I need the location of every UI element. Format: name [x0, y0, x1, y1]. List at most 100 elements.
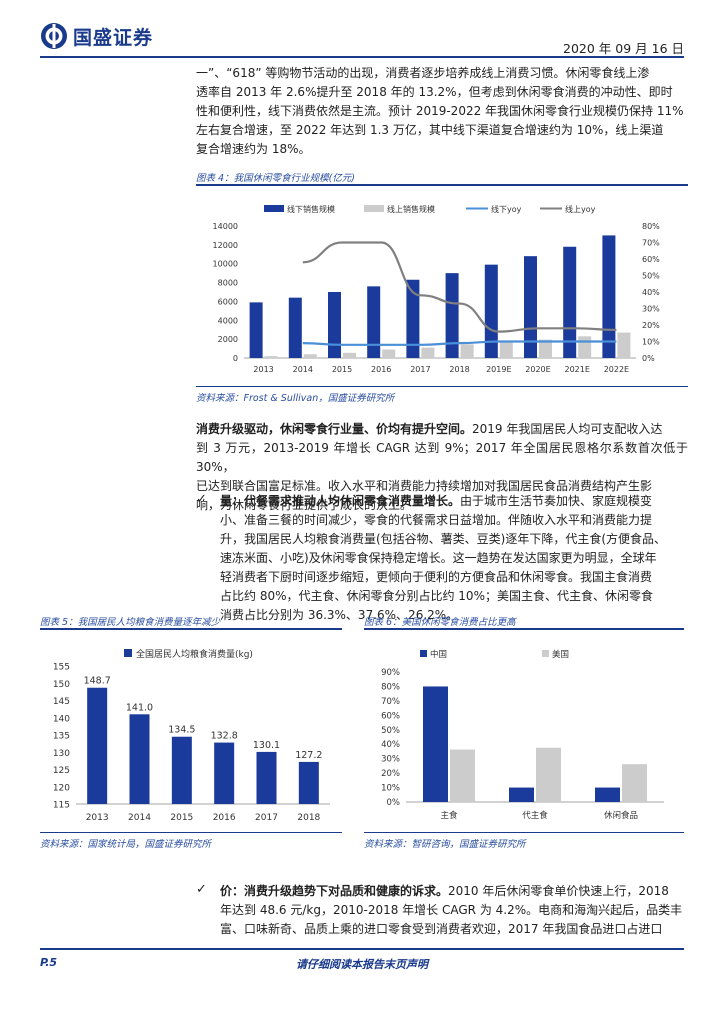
- data-label: 148.7: [84, 676, 111, 687]
- x-tick-label: 2019E: [486, 365, 511, 374]
- x-tick-label: 2021E: [564, 365, 589, 374]
- y2-tick-label: 80%: [642, 222, 660, 231]
- data-label: 132.8: [211, 731, 238, 742]
- page-number: P.5: [40, 956, 58, 969]
- y-tick-label: 2000: [218, 335, 238, 344]
- y-tick-label: 30%: [381, 755, 400, 765]
- legend-swatch: [124, 649, 132, 657]
- y2-tick-label: 60%: [642, 255, 660, 264]
- text-line: 富、口味新奇、品质上乘的进口零食受到消费者欢迎，2017 年我国食品进口占进口: [220, 922, 663, 936]
- bar-online: [460, 344, 474, 358]
- y-tick-label: 70%: [381, 697, 400, 707]
- text-line: 消费升级驱动，休闲零食行业量、价均有提升空间。2019 年我国居民人均可支配收入…: [196, 422, 663, 436]
- x-tick-label: 2014: [128, 813, 151, 823]
- bar-usa: [536, 747, 561, 802]
- bar-china: [423, 686, 448, 802]
- y-tick-label: 6000: [218, 297, 238, 306]
- check-icon: ✓: [196, 882, 207, 897]
- figure5-top-rule: [40, 628, 342, 630]
- bar-offline: [406, 279, 420, 358]
- company-logo-icon: [41, 23, 67, 49]
- figure6-top-rule: [364, 628, 684, 630]
- y-tick-label: 130: [53, 749, 70, 759]
- y-tick-label: 14000: [213, 222, 238, 231]
- text-line: 性和便利性，线下消费依然是主流。预计 2019-2022 年我国休闲零食行业规模…: [196, 104, 684, 118]
- text-line: 消费占比分别为 36.3%、37.6%、26.2%。: [220, 608, 459, 622]
- legend-swatch: [364, 205, 384, 212]
- consumption-share-chart: 中国 美国 0% 10% 20% 30% 40% 50% 60% 70% 80% 90% 主食 代主食 休闲…: [381, 649, 664, 821]
- figure5-source: 资料来源：国家统计局，国盛证券研究所: [40, 839, 212, 850]
- bar: [298, 761, 319, 804]
- bar-online: [617, 332, 631, 358]
- y-tick-label: 115: [53, 801, 70, 811]
- report-date: 2020 年 09 月 16 日: [563, 41, 684, 56]
- legend-label: 美国: [552, 649, 569, 660]
- legend-label: 线上yoy: [565, 204, 596, 214]
- x-tick-label: 2015: [332, 365, 352, 374]
- text-line: 响，为休闲零食行业提供了成长的沃土。: [196, 498, 413, 512]
- y-tick-label: 12000: [213, 241, 238, 250]
- x-tick-label: 主食: [440, 810, 458, 821]
- legend-swatch: [420, 650, 427, 657]
- bar-online: [539, 339, 552, 358]
- volume-bullet: 量：代餐需求推动人均休闲零食消费量增长。由于城市生活节奏加快、家庭规模变 小、准…: [220, 492, 688, 625]
- price-bullet: 价：消费升级趋势下对品质和健康的诉求。2010 年后休闲零食单价快速上行，201…: [220, 882, 688, 939]
- bar-offline: [249, 302, 263, 358]
- figure6-source: 资料来源：智研咨询，国盛证券研究所: [364, 839, 526, 850]
- legend-swatch: [264, 205, 284, 212]
- bar: [171, 736, 192, 804]
- legend-swatch: [542, 650, 549, 657]
- lead-text: 价：消费升级趋势下对品质和健康的诉求。: [220, 884, 449, 898]
- x-tick-label: 2018: [449, 365, 469, 374]
- x-tick-label: 2017: [410, 365, 430, 374]
- legend-label: 线上销售规模: [387, 204, 435, 214]
- bar-offline: [602, 235, 616, 358]
- legend-label: 线下销售规模: [287, 204, 335, 214]
- lead-text: 量：代餐需求推动人均休闲零食消费量增长。: [220, 494, 461, 508]
- bar-online: [343, 352, 356, 358]
- bar-china: [509, 787, 534, 802]
- y2-tick-label: 50%: [642, 272, 660, 281]
- y-tick-label: 120: [53, 783, 70, 793]
- figure6-title: 图表 6：美国休闲零食消费占比更高: [364, 617, 516, 628]
- figure4-source: 资料来源：Frost & Sullivan，国盛证券研究所: [196, 393, 395, 404]
- figure5-bottom-rule: [40, 832, 342, 833]
- x-tick-label: 2013: [86, 813, 109, 823]
- y-tick-label: 145: [53, 697, 70, 707]
- text-line: 已达到联合国富足标准。收入水平和消费能力持续增加对我国居民食品消费结构产生影: [196, 479, 653, 493]
- x-tick-label: 2014: [293, 365, 313, 374]
- x-tick-label: 2016: [213, 813, 236, 823]
- y-tick-label: 10%: [381, 784, 400, 794]
- data-label: 127.2: [295, 750, 322, 761]
- text-line: 轻消费者下厨时间逐步缩短，更倾向于便利的方便食品和休闲零食。我国主食消费: [220, 570, 653, 584]
- line-online-yoy: [302, 241, 617, 333]
- y2-tick-label: 20%: [642, 321, 660, 330]
- figure4-top-rule: [196, 184, 688, 186]
- y-tick-label: 140: [53, 714, 70, 724]
- text-line: 小、准备三餐的时间减少，零食的代餐需求日益增加。伴随收入水平和消费能力提: [220, 513, 653, 527]
- x-tick-label: 2017: [255, 813, 278, 823]
- x-tick-label: 2020E: [525, 365, 550, 374]
- text-line: 年达到 48.6 元/kg，2010-2018 年增长 CAGR 为 4.2%。…: [220, 903, 683, 917]
- y-tick-label: 50%: [381, 726, 400, 736]
- y-tick-label: 155: [53, 663, 70, 673]
- y2-tick-label: 70%: [642, 239, 660, 248]
- x-tick-label: 2016: [371, 365, 391, 374]
- figure4-title: 图表 4：我国休闲零食行业规模(亿元): [196, 173, 355, 184]
- y-tick-label: 40%: [381, 740, 400, 750]
- x-tick-label: 代主食: [522, 810, 548, 821]
- data-label: 141.0: [126, 702, 153, 713]
- y-tick-label: 20%: [381, 769, 400, 779]
- bar-offline: [563, 246, 577, 358]
- text-line: 复合增速约为 18%。: [196, 142, 311, 156]
- y-tick-label: 4000: [218, 316, 238, 325]
- bar-offline: [445, 273, 459, 358]
- header-divider: [40, 56, 684, 58]
- bar-online: [421, 347, 435, 358]
- bar-online: [303, 354, 317, 358]
- industry-scale-chart: 线下销售规模 线上销售规模 线下yoy 线上yoy 0 2000 4000 6000 8000 1…: [213, 204, 661, 374]
- bar: [129, 714, 150, 804]
- bar-offline: [484, 264, 498, 358]
- consumption-paragraph: 消费升级驱动，休闲零食行业量、价均有提升空间。2019 年我国居民人均可支配收入…: [196, 420, 688, 515]
- y-tick-label: 0%: [387, 798, 401, 808]
